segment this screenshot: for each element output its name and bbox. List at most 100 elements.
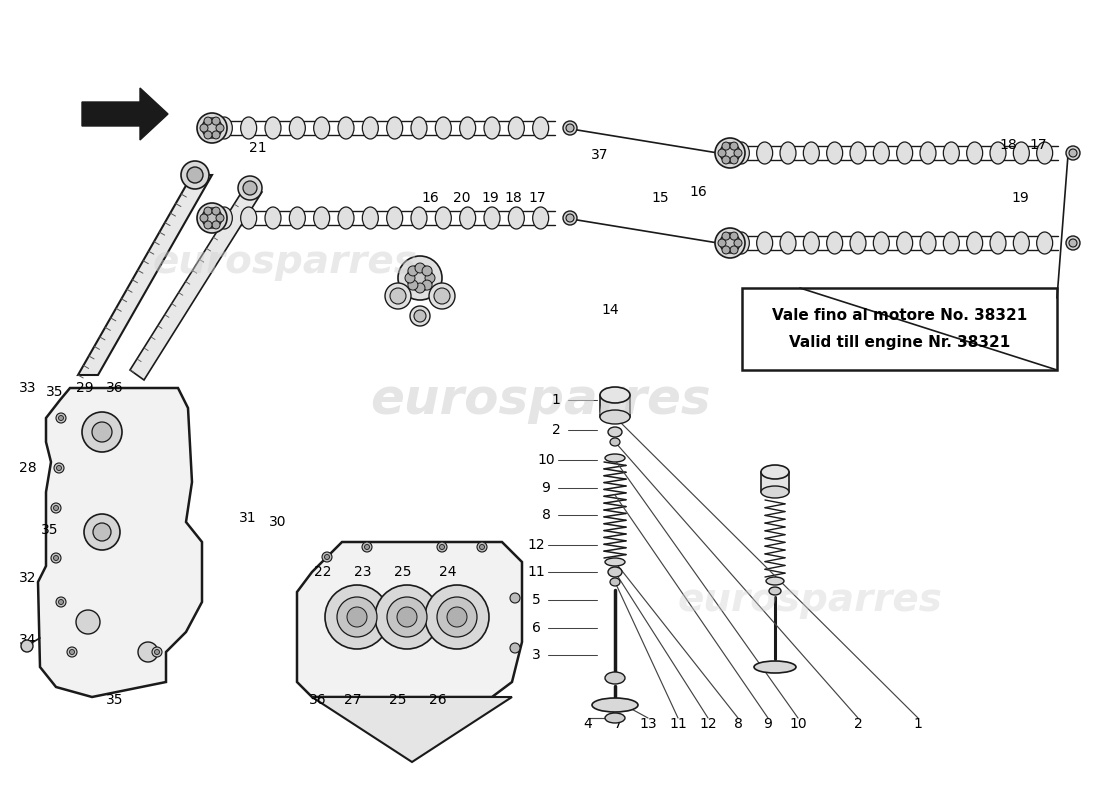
Circle shape: [67, 647, 77, 657]
Ellipse shape: [434, 288, 450, 304]
Ellipse shape: [314, 117, 330, 139]
Circle shape: [510, 593, 520, 603]
Text: 25: 25: [389, 693, 407, 707]
Text: 32: 32: [20, 571, 36, 585]
Ellipse shape: [967, 232, 982, 254]
Ellipse shape: [414, 310, 426, 322]
Text: 30: 30: [270, 515, 287, 529]
Text: 2: 2: [854, 717, 862, 731]
Ellipse shape: [715, 138, 745, 168]
Ellipse shape: [243, 181, 257, 195]
Text: 29: 29: [76, 381, 94, 395]
Ellipse shape: [896, 232, 913, 254]
Text: 36: 36: [309, 693, 327, 707]
Ellipse shape: [241, 117, 256, 139]
Circle shape: [51, 553, 60, 563]
Circle shape: [58, 599, 64, 605]
Ellipse shape: [720, 143, 740, 163]
Ellipse shape: [967, 142, 982, 164]
Ellipse shape: [803, 142, 820, 164]
Circle shape: [730, 246, 738, 254]
Circle shape: [58, 415, 64, 421]
Ellipse shape: [563, 121, 578, 135]
Ellipse shape: [1013, 232, 1030, 254]
Circle shape: [422, 266, 432, 276]
Text: 3: 3: [531, 648, 540, 662]
Polygon shape: [82, 88, 168, 140]
Ellipse shape: [387, 117, 403, 139]
Ellipse shape: [387, 207, 403, 229]
Text: 6: 6: [531, 621, 540, 635]
Text: 9: 9: [541, 481, 550, 495]
Circle shape: [397, 607, 417, 627]
Ellipse shape: [896, 142, 913, 164]
Ellipse shape: [1066, 236, 1080, 250]
Ellipse shape: [769, 587, 781, 595]
Text: 17: 17: [1030, 138, 1047, 152]
Text: 20: 20: [453, 191, 471, 205]
Circle shape: [82, 412, 122, 452]
Ellipse shape: [1066, 146, 1080, 160]
Circle shape: [204, 221, 212, 229]
Ellipse shape: [761, 465, 789, 479]
Circle shape: [437, 542, 447, 552]
Polygon shape: [312, 697, 512, 762]
Circle shape: [212, 207, 220, 215]
Circle shape: [447, 607, 468, 627]
Circle shape: [51, 503, 60, 513]
Text: 1: 1: [914, 717, 923, 731]
Bar: [600, 395, 630, 417]
Circle shape: [212, 131, 220, 139]
Text: 37: 37: [592, 148, 608, 162]
Ellipse shape: [566, 214, 574, 222]
Text: 24: 24: [439, 565, 456, 579]
Text: 11: 11: [527, 565, 544, 579]
Ellipse shape: [873, 142, 889, 164]
Ellipse shape: [1036, 142, 1053, 164]
Text: 21: 21: [250, 141, 267, 155]
Circle shape: [92, 422, 112, 442]
Ellipse shape: [605, 454, 625, 462]
Ellipse shape: [600, 410, 630, 424]
Circle shape: [212, 221, 220, 229]
Circle shape: [54, 555, 58, 561]
Circle shape: [152, 647, 162, 657]
Ellipse shape: [715, 228, 745, 258]
Text: 35: 35: [46, 385, 64, 399]
Ellipse shape: [338, 117, 354, 139]
Text: 35: 35: [42, 523, 58, 537]
Ellipse shape: [757, 142, 772, 164]
Ellipse shape: [608, 427, 622, 437]
Circle shape: [54, 506, 58, 510]
Circle shape: [200, 124, 208, 132]
Text: 13: 13: [639, 717, 657, 731]
Bar: [761, 472, 789, 492]
Circle shape: [324, 585, 389, 649]
Text: 28: 28: [19, 461, 36, 475]
Circle shape: [730, 232, 738, 240]
Circle shape: [204, 131, 212, 139]
Circle shape: [364, 545, 370, 550]
Ellipse shape: [780, 232, 796, 254]
Circle shape: [425, 273, 435, 283]
Ellipse shape: [289, 117, 306, 139]
Circle shape: [718, 149, 726, 157]
Text: 9: 9: [763, 717, 772, 731]
Ellipse shape: [182, 161, 209, 189]
Circle shape: [56, 413, 66, 423]
Circle shape: [200, 214, 208, 222]
Circle shape: [722, 232, 730, 240]
Circle shape: [56, 597, 66, 607]
Ellipse shape: [411, 117, 427, 139]
Ellipse shape: [1069, 149, 1077, 157]
Text: 8: 8: [541, 508, 550, 522]
Ellipse shape: [484, 117, 500, 139]
Text: 4: 4: [584, 717, 593, 731]
Ellipse shape: [436, 117, 451, 139]
Ellipse shape: [362, 117, 378, 139]
Ellipse shape: [532, 117, 549, 139]
Circle shape: [346, 607, 367, 627]
Ellipse shape: [238, 176, 262, 200]
Text: 23: 23: [354, 565, 372, 579]
Ellipse shape: [780, 142, 796, 164]
